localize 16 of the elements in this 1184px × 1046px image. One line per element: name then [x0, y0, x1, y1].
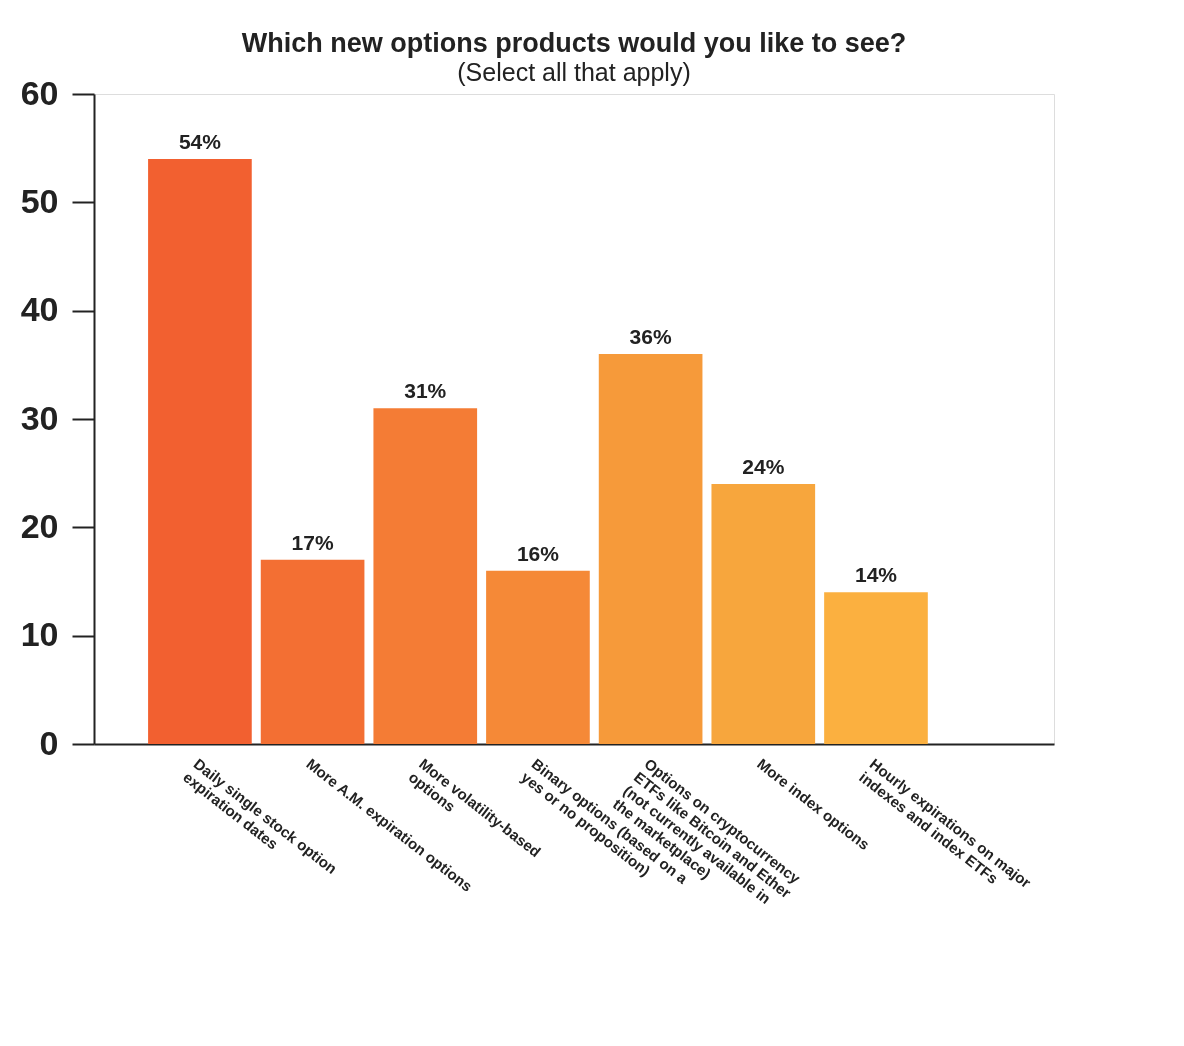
y-tick-label: 60	[20, 73, 59, 112]
chart-subtitle: (Select all that apply)	[457, 58, 691, 86]
chart-title: Which new options products would you like to see?	[241, 28, 907, 58]
y-tick-label: 50	[20, 181, 59, 220]
data-label: 16%	[516, 541, 560, 565]
y-tick-label: 20	[20, 506, 59, 545]
y-tick-label: 0	[39, 723, 59, 762]
data-label: 14%	[854, 563, 898, 587]
data-label: 31%	[404, 379, 447, 403]
data-label: 17%	[291, 530, 334, 554]
y-tick-label: 40	[20, 290, 59, 329]
y-tick-label: 30	[20, 398, 59, 437]
y-tick-label: 10	[20, 615, 59, 654]
data-label: 54%	[178, 130, 222, 153]
data-label: 24%	[742, 455, 785, 478]
data-label: 36%	[629, 325, 672, 348]
